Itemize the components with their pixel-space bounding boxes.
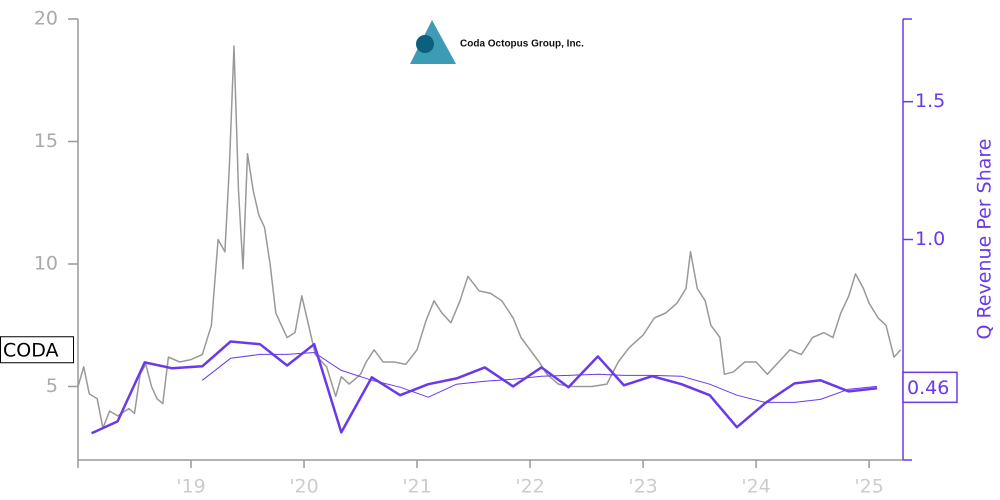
- y-tick-label: 5: [46, 375, 58, 397]
- value-tag-box: [902, 371, 958, 404]
- series-name-tag: CODA: [0, 336, 74, 364]
- x-tick-label: '25: [854, 476, 883, 498]
- y2-axis-label: Q Revenue Per Share: [974, 139, 996, 340]
- x-tick-label: '23: [628, 476, 657, 498]
- logo: Coda Octopus Group, Inc.: [410, 20, 584, 64]
- x-tick-label: '20: [289, 476, 318, 498]
- x-tick-label: '19: [176, 476, 205, 498]
- logo-icon: [416, 35, 434, 53]
- y-tick-label: 10: [34, 253, 58, 275]
- x-tick-label: '21: [402, 476, 431, 498]
- y2-tick-label: 1.0: [915, 228, 945, 250]
- series-line: [77, 45, 902, 429]
- y-tick-label: 20: [34, 8, 58, 30]
- x-tick-label: '24: [741, 476, 770, 498]
- value-tag: 0.46: [902, 371, 958, 404]
- series-name-box: [0, 336, 74, 364]
- logo-text: Coda Octopus Group, Inc.: [460, 39, 584, 50]
- y2-tick-label: 1.5: [915, 90, 945, 112]
- x-tick-label: '22: [515, 476, 544, 498]
- series-line: [201, 352, 878, 403]
- series-name: CODA: [3, 339, 59, 361]
- value-label: 0.46: [907, 377, 949, 399]
- series-line: [91, 340, 878, 435]
- y-tick-label: 15: [34, 130, 58, 152]
